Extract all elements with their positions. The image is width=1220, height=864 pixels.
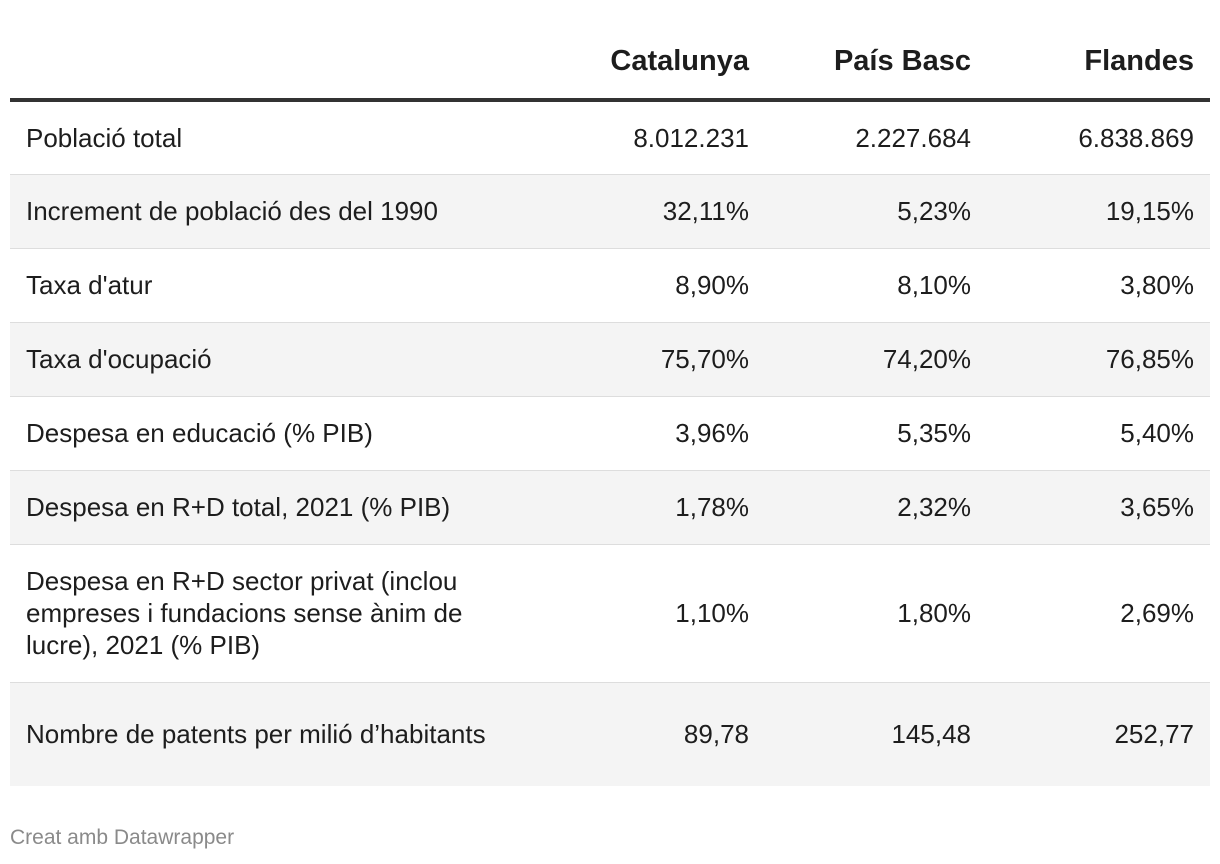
header-cell-label [10, 0, 540, 102]
cell-pais-basc: 2.227.684 [765, 100, 987, 175]
row-label: Despesa en R+D sector privat (inclou emp… [10, 544, 540, 683]
table-row: Taxa d'atur 8,90% 8,10% 3,80% [10, 248, 1210, 323]
header-row: Catalunya País Basc Flandes [10, 0, 1210, 102]
footer-credit: Creat amb Datawrapper [10, 826, 235, 849]
cell-flandes: 6.838.869 [987, 100, 1210, 175]
table-row: Despesa en educació (% PIB) 3,96% 5,35% … [10, 396, 1210, 471]
table-row: Increment de població des del 1990 32,11… [10, 174, 1210, 249]
header-cell-flandes: Flandes [987, 0, 1210, 102]
cell-catalunya: 32,11% [540, 174, 765, 249]
cell-catalunya: 75,70% [540, 322, 765, 397]
row-label: Taxa d'atur [10, 248, 540, 323]
data-table-container: Catalunya País Basc Flandes Població tot… [10, 0, 1210, 786]
cell-flandes: 3,65% [987, 470, 1210, 545]
cell-flandes: 252,77 [987, 682, 1210, 786]
table-row: Despesa en R+D sector privat (inclou emp… [10, 544, 1210, 683]
header-cell-pais-basc: País Basc [765, 0, 987, 102]
cell-pais-basc: 5,35% [765, 396, 987, 471]
cell-flandes: 2,69% [987, 544, 1210, 683]
cell-pais-basc: 8,10% [765, 248, 987, 323]
cell-pais-basc: 5,23% [765, 174, 987, 249]
header-cell-catalunya: Catalunya [540, 0, 765, 102]
row-label: Despesa en educació (% PIB) [10, 396, 540, 471]
table-row: Taxa d'ocupació 75,70% 74,20% 76,85% [10, 322, 1210, 397]
cell-catalunya: 1,78% [540, 470, 765, 545]
cell-pais-basc: 74,20% [765, 322, 987, 397]
cell-pais-basc: 2,32% [765, 470, 987, 545]
comparison-table: Catalunya País Basc Flandes Població tot… [10, 0, 1210, 786]
table-row: Nombre de patents per milió d’habitants … [10, 682, 1210, 786]
row-label: Increment de població des del 1990 [10, 174, 540, 249]
cell-pais-basc: 145,48 [765, 682, 987, 786]
cell-catalunya: 89,78 [540, 682, 765, 786]
cell-catalunya: 3,96% [540, 396, 765, 471]
cell-catalunya: 1,10% [540, 544, 765, 683]
cell-flandes: 19,15% [987, 174, 1210, 249]
row-label: Nombre de patents per milió d’habitants [10, 682, 540, 786]
row-label: Taxa d'ocupació [10, 322, 540, 397]
cell-catalunya: 8,90% [540, 248, 765, 323]
table-row: Població total 8.012.231 2.227.684 6.838… [10, 100, 1210, 175]
cell-catalunya: 8.012.231 [540, 100, 765, 175]
cell-flandes: 5,40% [987, 396, 1210, 471]
cell-pais-basc: 1,80% [765, 544, 987, 683]
table-body: Població total 8.012.231 2.227.684 6.838… [10, 100, 1210, 786]
row-label: Despesa en R+D total, 2021 (% PIB) [10, 470, 540, 545]
cell-flandes: 76,85% [987, 322, 1210, 397]
row-label: Població total [10, 100, 540, 175]
table-header: Catalunya País Basc Flandes [10, 0, 1210, 102]
cell-flandes: 3,80% [987, 248, 1210, 323]
table-row: Despesa en R+D total, 2021 (% PIB) 1,78%… [10, 470, 1210, 545]
